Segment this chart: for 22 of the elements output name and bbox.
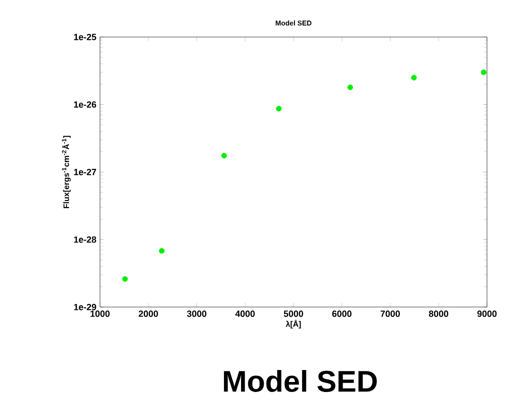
y-tick-label: 1e-26 — [74, 101, 96, 108]
point — [411, 74, 417, 80]
y-tick-label: 1e-25 — [74, 34, 96, 40]
x-tick-label: 4000 — [235, 310, 255, 317]
x-tick-label: 5000 — [284, 310, 304, 317]
x-tick-label: 2000 — [138, 310, 158, 317]
text: Model SED — [224, 370, 377, 392]
y-tick-label: 1e-28 — [74, 236, 96, 243]
x-tick-label: 6000 — [332, 310, 352, 317]
x-tick-label: 9000 — [477, 310, 497, 317]
point — [122, 276, 128, 282]
point — [480, 70, 486, 76]
x-tick-label: 8000 — [428, 310, 448, 317]
x-tick-label: 3000 — [186, 310, 206, 317]
y-tick-label: 1e-29 — [74, 304, 96, 310]
point — [221, 152, 227, 158]
point — [158, 248, 165, 254]
y-tick-label: 1e-27 — [74, 168, 96, 176]
point — [347, 84, 353, 90]
x-tick-label: 1000 — [90, 310, 110, 317]
x-tick-label: 7000 — [380, 310, 400, 317]
point — [276, 106, 282, 112]
